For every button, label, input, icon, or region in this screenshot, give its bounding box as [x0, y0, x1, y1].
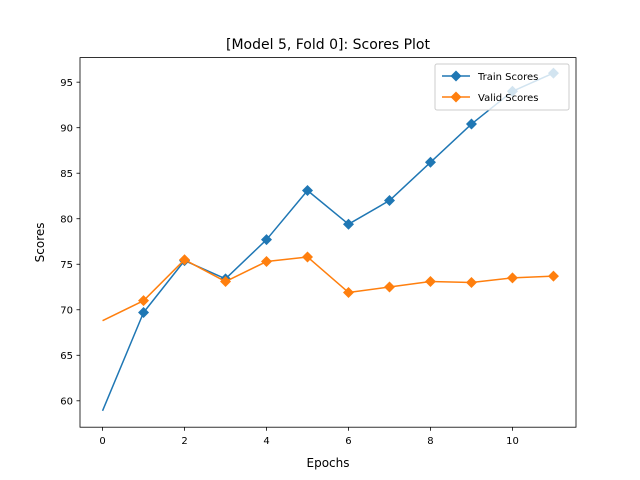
legend-label-valid: Valid Scores — [478, 93, 539, 104]
y-tick-label: 65 — [60, 351, 73, 362]
plot-frame — [79, 57, 577, 428]
x-axis-label: Epochs — [307, 456, 350, 470]
data-point-valid — [547, 270, 559, 282]
x-tick-label: 2 — [181, 436, 187, 447]
legend: Train Scores Valid Scores — [434, 63, 570, 111]
x-tick-label: 6 — [345, 436, 351, 447]
data-point-train — [342, 218, 354, 230]
x-tick-label: 4 — [263, 436, 269, 447]
legend-label-train: Train Scores — [477, 72, 538, 83]
y-tick-label: 75 — [60, 260, 73, 271]
y-axis-ticks: 60 65 70 75 80 85 90 95 — [60, 78, 80, 407]
data-point-valid — [465, 276, 477, 288]
data-point-train — [138, 306, 150, 318]
data-point-valid — [138, 295, 150, 307]
y-tick-label: 85 — [60, 169, 73, 180]
x-tick-label: 10 — [506, 436, 519, 447]
data-point-valid — [220, 276, 232, 288]
data-point-train — [424, 156, 436, 168]
data-point-valid — [302, 251, 314, 263]
x-tick-label: 0 — [99, 436, 105, 447]
chart-title: [Model 5, Fold 0]: Scores Plot — [226, 37, 430, 53]
x-axis-ticks: 0 2 4 6 8 10 — [99, 427, 519, 447]
plot-area — [80, 57, 576, 428]
y-tick-label: 60 — [60, 396, 73, 407]
series-line-train — [101, 72, 554, 412]
y-tick-label: 70 — [60, 305, 73, 316]
y-axis-label: Scores — [33, 222, 47, 262]
y-tick-label: 95 — [60, 78, 73, 89]
y-tick-label: 80 — [60, 214, 73, 225]
y-tick-label: 90 — [60, 123, 73, 134]
data-point-train — [302, 185, 314, 197]
data-point-train — [465, 118, 477, 130]
data-point-valid — [383, 281, 395, 293]
x-tick-label: 8 — [427, 436, 433, 447]
data-point-valid — [342, 286, 354, 298]
data-point-train — [261, 234, 273, 246]
data-point-valid — [424, 276, 436, 288]
data-point-valid — [179, 254, 191, 266]
data-point-valid — [261, 256, 273, 268]
series-layer — [101, 67, 559, 412]
legend-marker-valid — [450, 91, 462, 103]
data-point-train — [383, 195, 395, 207]
series-line-valid — [102, 256, 554, 322]
legend-marker-train — [450, 70, 462, 82]
data-point-valid — [506, 272, 518, 284]
